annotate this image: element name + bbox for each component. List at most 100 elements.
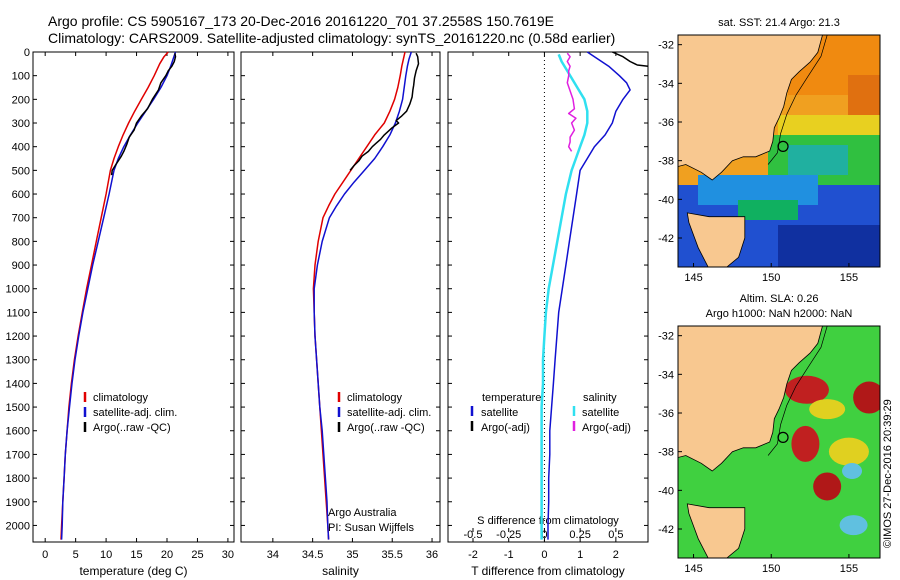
temperature-satellite-diff	[547, 51, 631, 540]
y-tick-label: 900	[12, 260, 30, 272]
legend-climatology-label: climatology	[347, 392, 403, 404]
sst-shelf-contour	[767, 35, 828, 165]
sst-map-title: sat. SST: 21.4 Argo: 21.3	[718, 17, 840, 29]
sst-deep-blue	[778, 225, 880, 267]
salinity-argo-diff	[566, 52, 577, 152]
y-tick-label: 1200	[6, 331, 30, 343]
sla-map-frame	[677, 325, 881, 559]
salinity-legend: climatology satellite-adj. clim. Argo(..ra…	[337, 392, 431, 434]
map-lat-label: -34	[658, 369, 674, 381]
sla-field	[678, 326, 880, 558]
s-tick-label: 0.25	[569, 529, 590, 541]
legend-t-satellite-label: satellite	[481, 407, 518, 419]
s-tick-label: -0.5	[464, 529, 483, 541]
legend-climatology-label: climatology	[93, 392, 149, 404]
map-lat-label: -32	[658, 331, 674, 343]
temperature-xlabel: temperature (deg C)	[79, 564, 187, 578]
y-tick-label: 200	[12, 94, 30, 106]
map-lat-label: -40	[658, 485, 674, 497]
map-lat-label: -42	[658, 233, 674, 245]
sla-eddy-high-3	[813, 472, 842, 501]
sla-eddy-high-2	[791, 425, 820, 462]
y-tick-label: 1700	[6, 449, 30, 461]
difference-legend: temperature satellite Argo(-adj) salinity sa…	[470, 392, 631, 434]
x-tick-label: 34	[267, 549, 279, 561]
legend-t-argo-label: Argo(-adj)	[481, 422, 530, 434]
x-tick-label: 35	[346, 549, 358, 561]
y-tick-label: 1600	[6, 426, 30, 438]
x-tick-label: 35.5	[382, 549, 403, 561]
sst-land-tasmania	[686, 212, 746, 267]
x-tick-label: 10	[100, 549, 112, 561]
y-tick-label: 800	[12, 236, 30, 248]
s-tick-label: 0.5	[608, 529, 623, 541]
y-tick-label: 0	[24, 47, 30, 59]
legend-salinity-title: salinity	[583, 392, 617, 404]
y-tick-label: 500	[12, 165, 30, 177]
temperature-argo-diff	[611, 51, 649, 67]
x-tick-label: 36	[426, 549, 438, 561]
sst-teal-patch	[788, 145, 848, 175]
salinity-series-climatology	[312, 51, 406, 540]
map-lon-label: 150	[762, 563, 780, 575]
t-tick-label: 1	[577, 549, 583, 561]
y-tick-label: 600	[12, 189, 30, 201]
y-tick-label: 1100	[6, 307, 30, 319]
map-lon-label: 155	[840, 272, 858, 284]
y-tick-label: 1800	[6, 473, 30, 485]
map-lon-label: 145	[684, 272, 702, 284]
x-tick-label: 0	[42, 549, 48, 561]
t-tick-label: 2	[613, 549, 619, 561]
sla-eddy-high-1	[784, 375, 829, 404]
y-tick-label: 700	[12, 213, 30, 225]
salinity-panel: 34 34.5 35 35.5 36 salinity climatology satelli…	[240, 51, 441, 578]
salinity-xlabel: salinity	[322, 564, 359, 578]
sla-argo-marker	[777, 431, 789, 443]
y-tick-label: 100	[12, 71, 30, 83]
x-tick-label: 15	[130, 549, 142, 561]
temperature-axes-frame	[32, 51, 235, 543]
x-tick-label: 5	[73, 549, 79, 561]
map-lon-label: 145	[684, 563, 702, 575]
sst-green-strip	[738, 200, 798, 220]
legend-satellite-label: satellite-adj. clim.	[93, 407, 177, 419]
y-tick-label: 1500	[6, 402, 30, 414]
profile-title: Argo profile: CS 5905167_173 20-Dec-2016…	[48, 13, 554, 29]
salinity-annotation-line2: PI: Susan Wijffels	[328, 522, 414, 534]
y-tick-label: 1000	[6, 284, 30, 296]
salinity-satellite-diff	[540, 53, 589, 540]
map-lat-label: -38	[658, 156, 674, 168]
difference-panel: -2 -1 0 1 2-0.5 -0.25 0 0.25 0.5S difference fro…	[447, 51, 649, 578]
s-tick-label: -0.25	[496, 529, 521, 541]
y-tick-label: 1900	[6, 497, 30, 509]
sla-shelf-contour	[767, 326, 828, 456]
sst-map-frame	[677, 34, 881, 268]
sla-map-title-line2: Argo h1000: NaN h2000: NaN	[706, 308, 853, 320]
s-tick-label: 0	[541, 529, 547, 541]
x-tick-label: 34.5	[302, 549, 323, 561]
legend-satellite-label: satellite-adj. clim.	[347, 407, 431, 419]
y-tick-label: 1400	[6, 378, 30, 390]
sla-yellow-1	[828, 437, 869, 466]
difference-xlabel: T difference from climatology	[471, 564, 625, 578]
y-tick-label: 1300	[6, 355, 30, 367]
map-lat-label: -40	[658, 194, 674, 206]
climatology-title: Climatology: CARS2009. Satellite-adjuste…	[48, 30, 616, 46]
sst-map-panel: 145 150 155 -32 -34 -36 -38 -40 -42 sat. SST: 21.…	[658, 17, 881, 284]
map-lon-label: 155	[840, 563, 858, 575]
salinity-axes-frame	[240, 51, 441, 543]
map-lat-label: -36	[658, 117, 674, 129]
t-tick-label: 0	[541, 549, 547, 561]
sst-field	[678, 35, 880, 267]
legend-argo-label: Argo(..raw -QC)	[93, 422, 171, 434]
map-lat-label: -36	[658, 408, 674, 420]
salinity-annotation-line1: Argo Australia	[328, 507, 397, 519]
sla-land-tasmania	[686, 503, 746, 558]
temperature-legend: climatology satellite-adj. clim. Argo(..ra…	[83, 392, 177, 434]
x-tick-label: 30	[222, 549, 234, 561]
credit-stamp: ©IMOS 27-Dec-2016 20:39:29	[882, 399, 894, 548]
sla-low-2	[839, 515, 868, 536]
sla-yellow-2	[809, 399, 846, 420]
map-lat-label: -34	[658, 78, 674, 90]
